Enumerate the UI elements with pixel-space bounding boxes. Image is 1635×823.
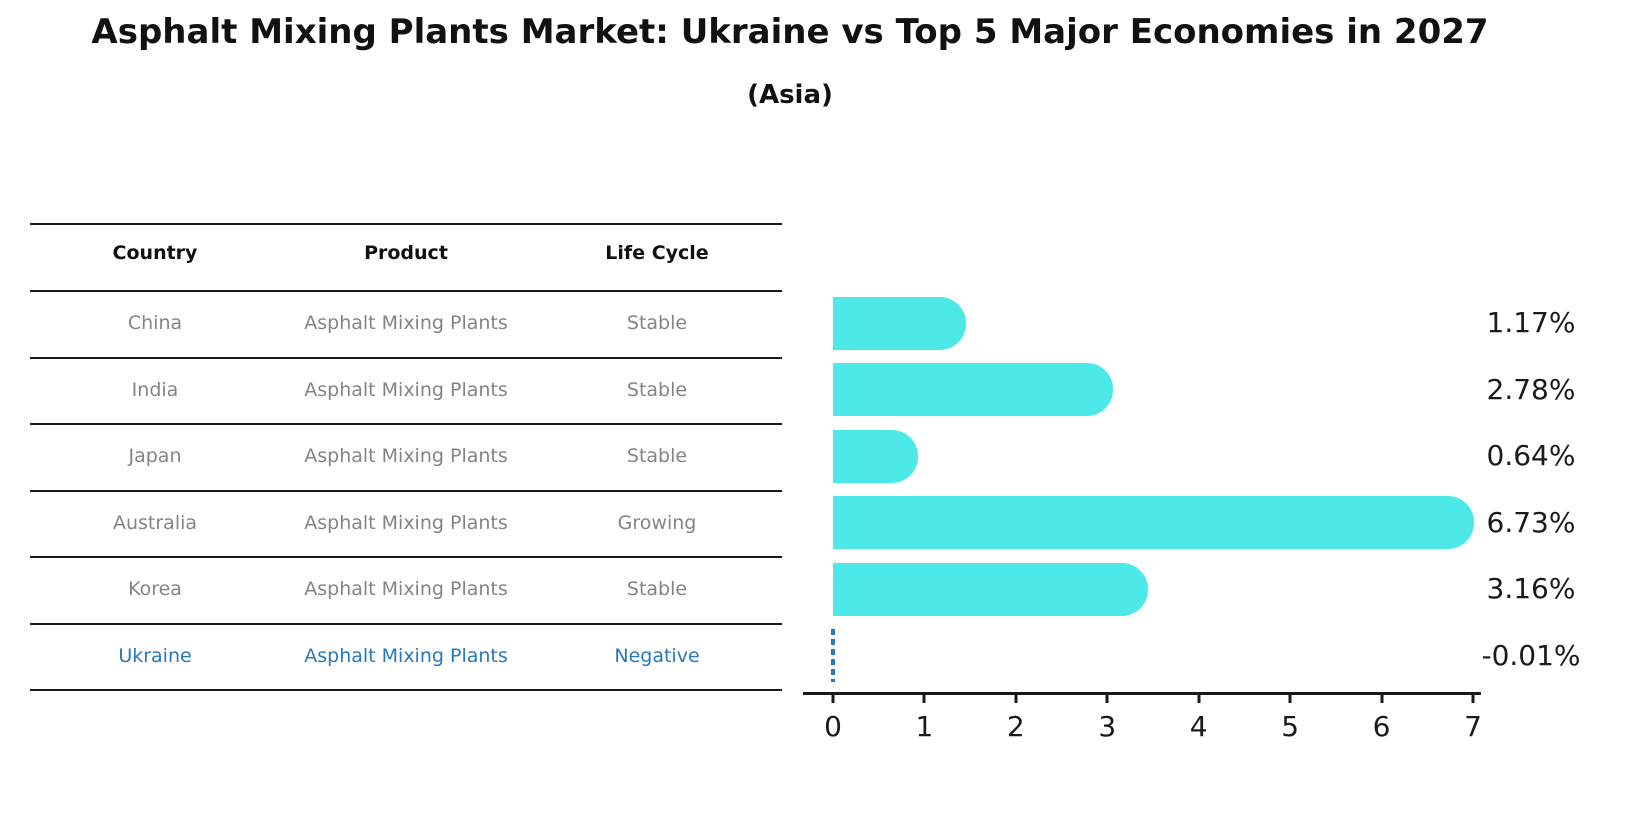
x-axis-tick — [1471, 694, 1475, 703]
bar-value-label: 2.78% — [1486, 372, 1576, 406]
chart-title: Asphalt Mixing Plants Market: Ukraine vs… — [91, 12, 1489, 52]
table-cell-product: Asphalt Mixing Plants — [304, 644, 508, 667]
x-axis-tick-label: 6 — [1372, 710, 1391, 743]
table-cell-life-cycle: Stable — [626, 378, 688, 401]
table-cell-country: India — [131, 378, 179, 401]
table-cell-product: Asphalt Mixing Plants — [304, 578, 508, 601]
table-cell-product: Asphalt Mixing Plants — [304, 378, 508, 401]
column-header-life-cycle: Life Cycle — [605, 242, 709, 264]
x-axis-tick — [831, 694, 835, 703]
table-row-divider — [30, 356, 782, 359]
table-row-divider — [30, 489, 782, 492]
bar-value-label: 3.16% — [1486, 572, 1576, 606]
x-axis-tick — [1105, 694, 1109, 703]
bar-value-label: 1.17% — [1486, 306, 1576, 340]
table-cell-country: Japan — [128, 445, 182, 468]
x-axis-tick-label: 3 — [1098, 710, 1117, 743]
bar-value-label: 0.64% — [1486, 439, 1576, 473]
table-row-divider — [30, 622, 782, 625]
x-axis-tick-label: 7 — [1464, 710, 1482, 743]
table-cell-life-cycle: Negative — [614, 644, 700, 667]
x-axis-tick-label: 1 — [915, 710, 934, 743]
table-row-divider — [30, 290, 782, 292]
table-cell-product: Asphalt Mixing Plants — [304, 445, 508, 468]
chart-subtitle: (Asia) — [747, 80, 833, 110]
bar-korea — [833, 562, 1148, 616]
bar-value-label: 6.73% — [1486, 505, 1576, 539]
x-axis — [803, 692, 1481, 695]
table-cell-country: Australia — [112, 511, 198, 534]
zero-value-dashed-line-ukraine — [831, 629, 835, 683]
x-axis-tick-label: 4 — [1189, 710, 1208, 743]
bar-china — [833, 296, 966, 350]
table-bottom-border — [30, 689, 782, 691]
x-axis-tick-label: 2 — [1006, 710, 1025, 743]
x-axis-tick — [1380, 694, 1384, 703]
table-cell-country: China — [127, 312, 183, 335]
table-cell-country: Ukraine — [118, 644, 192, 667]
bar-australia — [833, 496, 1475, 550]
bar-india — [833, 363, 1114, 417]
column-header-product: Product — [364, 242, 448, 264]
table-row-divider — [30, 556, 782, 558]
table-cell-life-cycle: Growing — [617, 511, 697, 534]
table-cell-life-cycle: Stable — [626, 578, 688, 601]
bar-japan — [833, 429, 918, 483]
table-cell-product: Asphalt Mixing Plants — [304, 312, 508, 335]
x-axis-tick-label: 5 — [1281, 710, 1300, 743]
x-axis-tick-label: 0 — [824, 710, 842, 743]
table-cell-life-cycle: Stable — [626, 445, 688, 468]
table-top-border — [30, 223, 782, 225]
table-cell-product: Asphalt Mixing Plants — [304, 511, 508, 534]
bar-value-label: -0.01% — [1481, 638, 1581, 672]
x-axis-tick — [1197, 694, 1201, 703]
table-row-divider — [30, 423, 782, 425]
table-cell-country: Korea — [128, 578, 182, 601]
table-cell-life-cycle: Stable — [626, 312, 688, 335]
x-axis-tick — [1288, 694, 1292, 703]
x-axis-tick — [922, 694, 926, 703]
column-header-country: Country — [112, 242, 198, 264]
x-axis-tick — [1014, 694, 1018, 703]
